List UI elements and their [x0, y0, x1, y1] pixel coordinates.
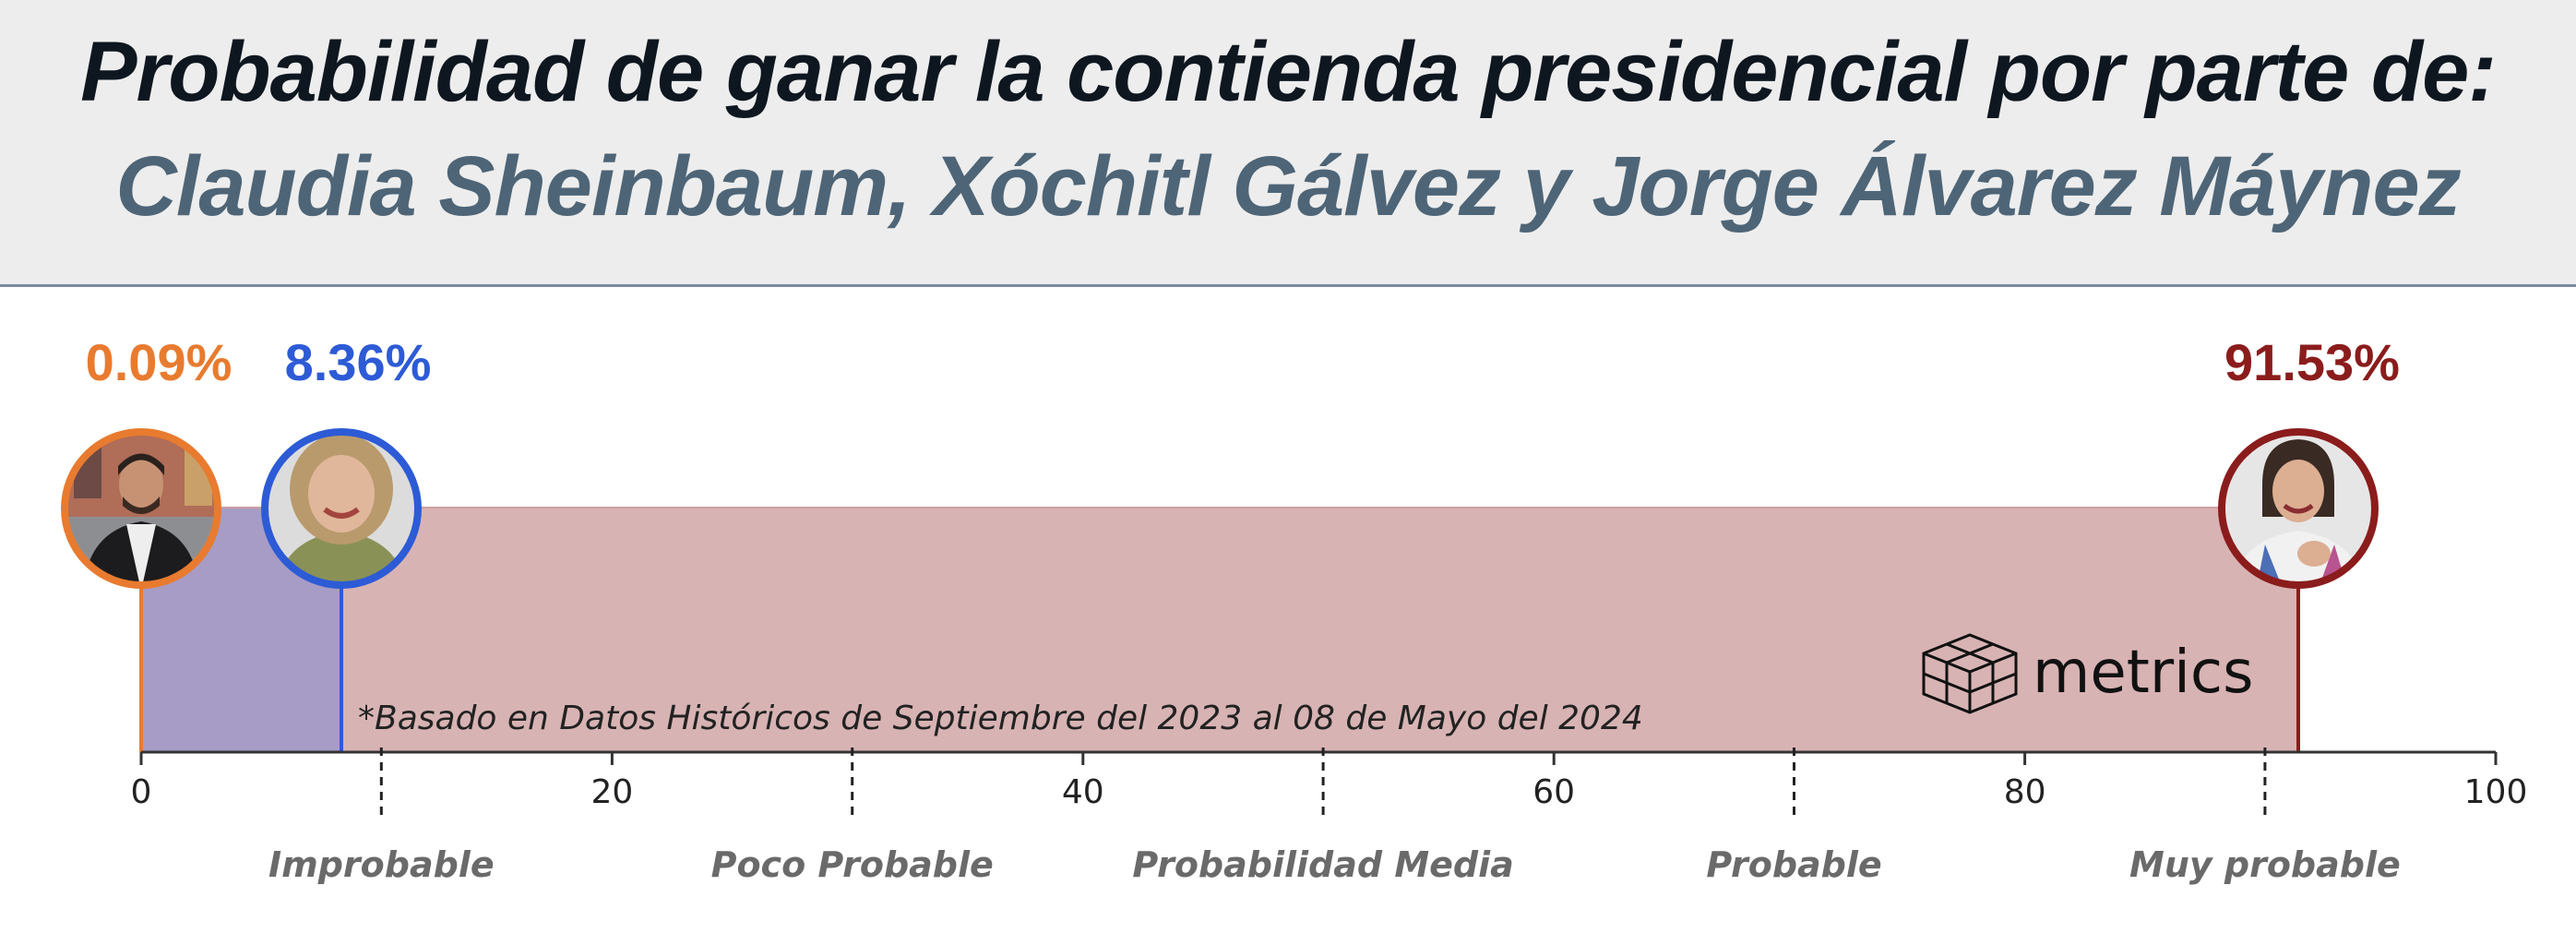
avatar-ring — [2218, 428, 2379, 589]
x-tick-label: 60 — [1532, 773, 1575, 811]
category-label: Muy probable — [2129, 844, 2401, 885]
x-tick-label: 20 — [590, 773, 633, 811]
brand-name: metrics — [2033, 639, 2253, 707]
category-label: Improbable — [268, 844, 495, 885]
footnote: *Basado en Datos Históricos de Septiembr… — [358, 700, 1643, 737]
chart-subtitle: Claudia Sheinbaum, Xóchitl Gálvez y Jorg… — [115, 139, 2461, 233]
x-tick-label: 0 — [131, 773, 152, 811]
cube-logo-icon — [1922, 633, 2018, 714]
category-label: Poco Probable — [711, 844, 994, 885]
avatar-ring — [61, 428, 221, 589]
category-label: Probabilidad Media — [1132, 844, 1513, 885]
avatar-ring — [261, 428, 422, 589]
x-tick-label: 80 — [2004, 773, 2046, 811]
title-banner: Probabilidad de ganar la contienda presi… — [0, 0, 2576, 287]
category-label: Probable — [1706, 844, 1881, 885]
percentage-label: 91.53% — [2224, 333, 2400, 391]
metrics-logo: metrics — [1922, 633, 2253, 714]
chart-title: Probabilidad de ganar la contienda presi… — [80, 25, 2497, 119]
percentage-label: 8.36% — [285, 333, 432, 391]
x-tick-label: 40 — [1062, 773, 1104, 811]
x-tick-label: 100 — [2464, 773, 2528, 811]
avatar-xochitl — [267, 434, 416, 583]
percentage-label: 0.09% — [86, 333, 233, 391]
